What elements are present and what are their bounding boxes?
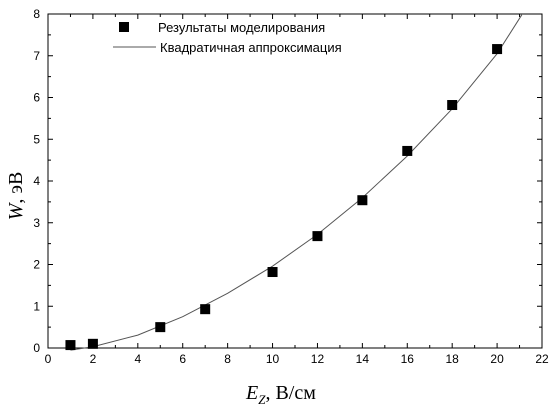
y-tick-label: 1 bbox=[33, 299, 40, 313]
y-tick-label: 5 bbox=[33, 132, 40, 146]
fit-layer bbox=[70, 14, 523, 351]
y-tick-label: 4 bbox=[33, 174, 40, 188]
data-point bbox=[155, 322, 166, 333]
x-tick-label: 18 bbox=[446, 352, 460, 366]
y-axis-symbol: W bbox=[5, 201, 27, 220]
data-point bbox=[87, 338, 98, 349]
data-point bbox=[492, 44, 503, 55]
data-point bbox=[200, 304, 211, 315]
y-tick-label: 0 bbox=[33, 341, 40, 355]
y-tick-label: 6 bbox=[33, 91, 40, 105]
x-tick-label: 0 bbox=[45, 352, 52, 366]
x-tick-label: 20 bbox=[490, 352, 504, 366]
y-axis-title: W, эВ bbox=[5, 172, 27, 221]
data-point bbox=[65, 340, 76, 351]
x-tick-label: 22 bbox=[535, 352, 549, 366]
y-tick-label: 3 bbox=[33, 216, 40, 230]
y-tick-label: 7 bbox=[33, 49, 40, 63]
x-tick-label: 4 bbox=[134, 352, 141, 366]
x-tick-label: 2 bbox=[90, 352, 97, 366]
plot-frame bbox=[47, 13, 543, 349]
fit-curve bbox=[70, 14, 523, 351]
x-axis-units: , В/см bbox=[265, 382, 316, 404]
x-axis-title: EZ, В/см bbox=[245, 382, 316, 407]
x-tick-label: 8 bbox=[224, 352, 231, 366]
data-point bbox=[357, 195, 368, 206]
data-point bbox=[267, 267, 278, 278]
legend: Результаты моделирования Квадратичная ап… bbox=[113, 20, 342, 55]
y-axis-units: , эВ bbox=[5, 172, 27, 204]
legend-label-markers: Результаты моделирования bbox=[158, 20, 325, 35]
x-tick-label: 16 bbox=[401, 352, 415, 366]
legend-marker bbox=[119, 22, 129, 32]
data-point bbox=[447, 100, 458, 111]
x-axis-subscript: Z bbox=[258, 392, 266, 407]
x-axis-symbol: E bbox=[245, 382, 258, 404]
marker-layer bbox=[65, 44, 503, 351]
x-tick-label: 10 bbox=[266, 352, 280, 366]
data-point bbox=[312, 231, 323, 242]
x-tick-label: 6 bbox=[179, 352, 186, 366]
y-tick-label: 8 bbox=[33, 7, 40, 21]
y-tick-label: 2 bbox=[33, 258, 40, 272]
x-tick-label: 12 bbox=[311, 352, 325, 366]
legend-label-fit: Квадратичная аппроксимация bbox=[160, 40, 342, 55]
x-tick-label: 14 bbox=[356, 352, 370, 366]
data-point bbox=[402, 145, 413, 156]
